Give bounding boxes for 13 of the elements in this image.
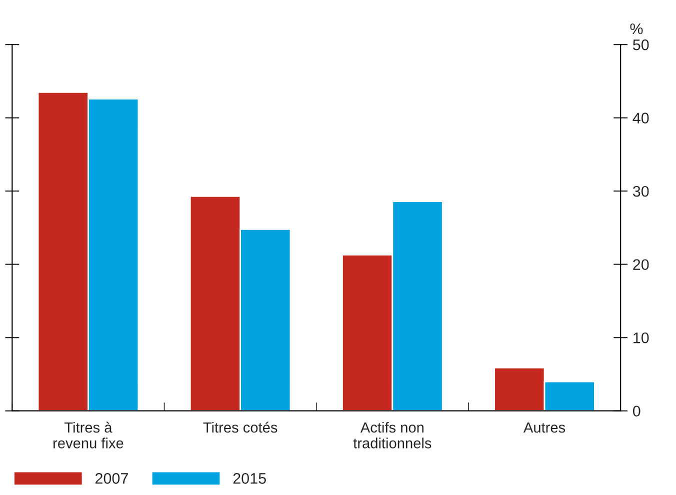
- x-tick-label: Autres: [523, 422, 566, 433]
- y-tick-label: 40: [632, 112, 649, 124]
- y-tick-label: 30: [632, 186, 649, 197]
- legend-label: 2007: [95, 473, 128, 484]
- x-tick-label: Titres cotés: [203, 422, 278, 433]
- y-tick-label: 10: [634, 332, 649, 344]
- y-tick-label: 0: [632, 406, 640, 417]
- x-tick-label: Actifs non traditionnels: [353, 422, 432, 448]
- y-axis-title: %: [630, 23, 643, 34]
- x-tick-label: Titres à revenu fixe: [54, 422, 124, 448]
- legend-label: 2015: [233, 473, 266, 484]
- y-tick-label: 50: [632, 39, 649, 50]
- y-tick-label: 20: [633, 259, 649, 270]
